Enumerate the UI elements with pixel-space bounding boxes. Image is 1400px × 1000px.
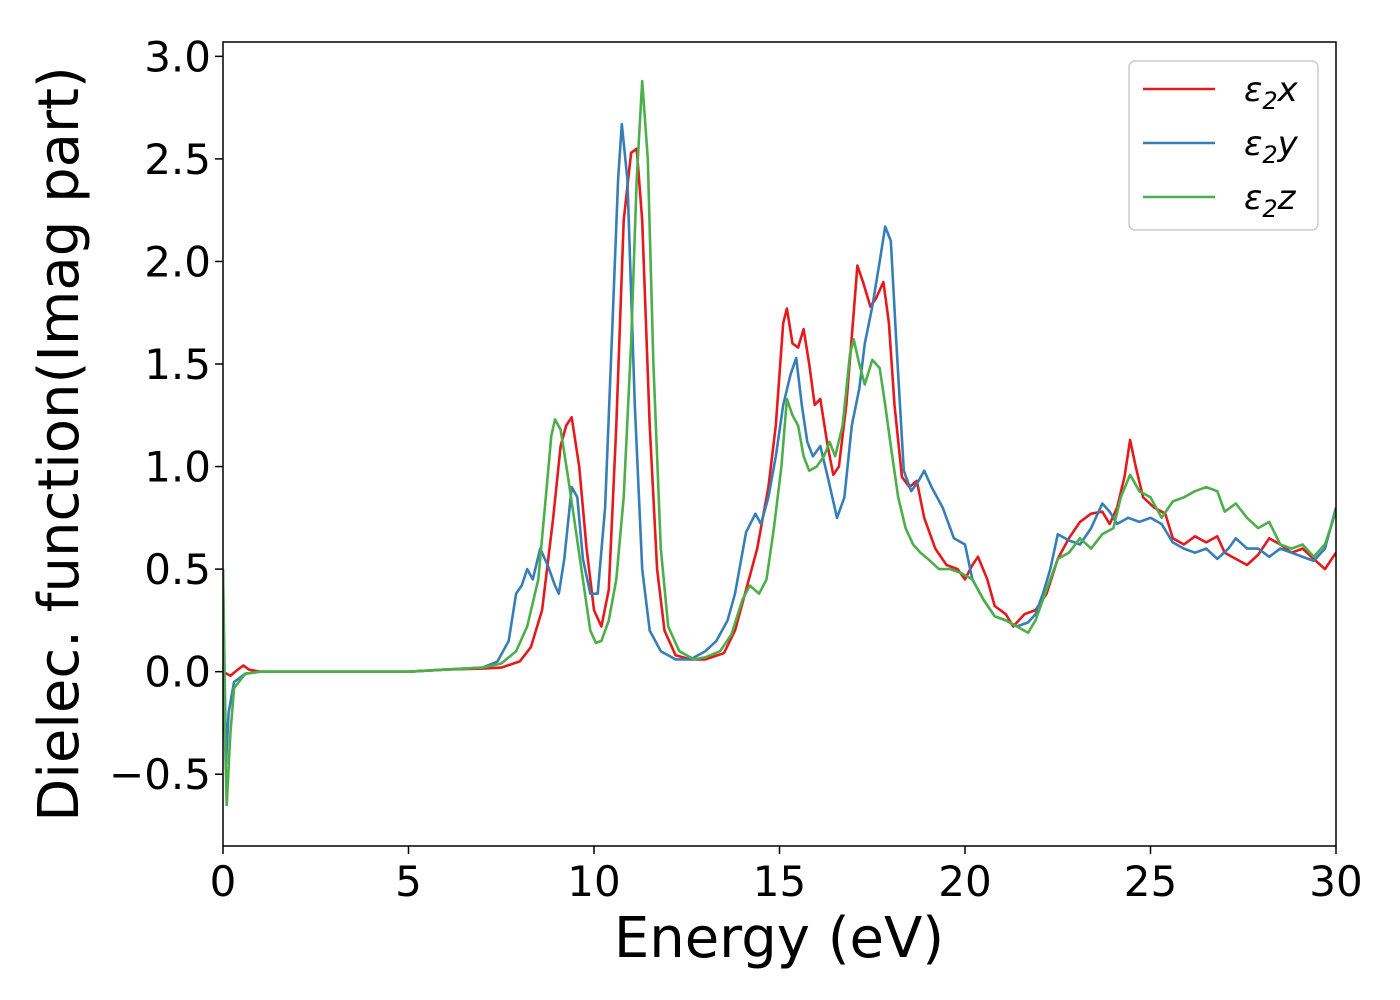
y-tick-label: 2.0 [144,237,211,286]
x-tick-label: 20 [938,857,991,906]
x-tick-label: 10 [567,857,620,906]
x-axis-label: Energy (eV) [614,906,944,971]
legend-label-2: ε2z [1244,178,1297,223]
series-line-2 [223,79,1336,807]
legend-label-0: ε2x [1244,70,1299,115]
x-tick-label: 15 [753,857,806,906]
y-tick-label: 0.5 [144,545,211,594]
x-tick-label: 5 [395,857,422,906]
y-tick-label: 0.0 [144,648,211,697]
y-tick-label: 1.5 [144,340,211,389]
y-axis: −0.5 0.0 0.5 1.0 1.5 2.0 2.5 3.0 [109,32,223,799]
x-axis: 0 5 10 15 20 25 30 [210,846,1363,906]
y-tick-label: 3.0 [144,32,211,81]
x-tick-label: 30 [1309,857,1362,906]
y-tick-label: 1.0 [144,443,211,492]
y-axis-label: Dielec. function(Imag part) [27,66,92,822]
y-tick-label: −0.5 [109,750,211,799]
series-line-1 [223,122,1336,766]
legend: ε2x ε2y ε2z [1128,60,1319,231]
x-tick-label: 25 [1124,857,1177,906]
x-tick-label: 0 [210,857,237,906]
legend-box [1128,60,1319,231]
y-tick-label: 2.5 [144,135,211,184]
series-layer [223,79,1336,807]
legend-label-1: ε2y [1244,124,1299,169]
